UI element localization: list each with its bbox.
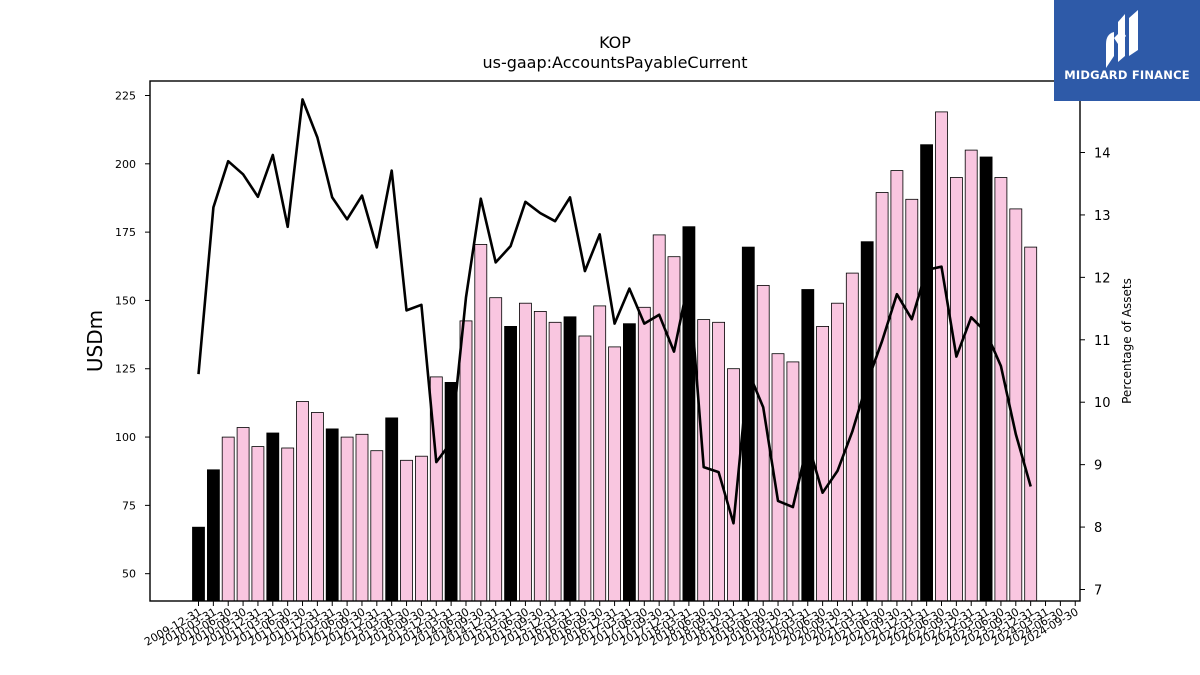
bar bbox=[533, 310, 547, 602]
bar bbox=[860, 241, 874, 602]
bar bbox=[325, 428, 339, 602]
y2-tick-label: 10 bbox=[1094, 396, 1111, 411]
bar bbox=[370, 450, 384, 602]
bar bbox=[920, 144, 933, 602]
y2-tick-label: 11 bbox=[1094, 334, 1111, 349]
y2-tick-label: 13 bbox=[1094, 209, 1111, 224]
logo-mark-icon bbox=[1106, 10, 1138, 68]
bar bbox=[593, 305, 607, 602]
bar bbox=[905, 198, 919, 602]
bar bbox=[221, 436, 235, 602]
brand-logo: MIDGARD FINANCE bbox=[1054, 0, 1200, 101]
y-tick-label: 150 bbox=[115, 294, 136, 307]
bar bbox=[979, 156, 993, 602]
bar bbox=[935, 111, 948, 602]
bar bbox=[489, 297, 503, 602]
y2-tick-label: 7 bbox=[1094, 584, 1102, 599]
bar bbox=[712, 321, 725, 602]
bar bbox=[608, 346, 621, 602]
bar bbox=[504, 325, 518, 602]
bar bbox=[355, 433, 369, 602]
y-tick-label: 125 bbox=[115, 363, 136, 376]
bar bbox=[414, 455, 428, 602]
y-tick-label: 100 bbox=[115, 431, 136, 444]
y2-tick-label: 9 bbox=[1094, 459, 1102, 474]
y2-axis-label: Percentage of Assets bbox=[1120, 278, 1134, 404]
y2-tick-label: 8 bbox=[1094, 521, 1102, 536]
bar bbox=[652, 234, 666, 602]
bar bbox=[236, 427, 250, 602]
bar bbox=[385, 417, 399, 602]
bar bbox=[756, 284, 770, 602]
bar bbox=[816, 325, 829, 602]
bar bbox=[296, 401, 309, 602]
bar bbox=[964, 149, 978, 602]
bar bbox=[890, 170, 904, 602]
chart-subtitle: us-gaap:AccountsPayableCurrent bbox=[482, 53, 747, 72]
y-tick-label: 75 bbox=[122, 499, 136, 512]
bar bbox=[340, 436, 354, 602]
bar bbox=[950, 177, 963, 602]
bar bbox=[400, 459, 413, 602]
chart-title: KOP bbox=[599, 33, 631, 52]
bar bbox=[1009, 208, 1023, 602]
bar bbox=[831, 302, 844, 602]
bar bbox=[251, 446, 265, 602]
y-tick-label: 175 bbox=[115, 226, 136, 239]
bar bbox=[206, 469, 220, 602]
series-line bbox=[197, 98, 1032, 525]
bar bbox=[623, 323, 636, 602]
bar bbox=[875, 192, 889, 602]
bar bbox=[563, 316, 577, 602]
bar bbox=[474, 243, 488, 602]
bar bbox=[281, 447, 295, 602]
bar bbox=[519, 302, 532, 602]
y-tick-label: 50 bbox=[122, 568, 136, 581]
bar bbox=[786, 361, 800, 602]
bar bbox=[578, 335, 592, 602]
bar bbox=[459, 320, 473, 602]
logo-text: MIDGARD FINANCE bbox=[1064, 68, 1190, 82]
y-axis-label: USDm bbox=[83, 310, 107, 372]
y2-tick-label: 14 bbox=[1094, 147, 1111, 162]
y-tick-label: 225 bbox=[115, 90, 136, 103]
bar bbox=[845, 272, 859, 602]
y2-tick-label: 12 bbox=[1094, 271, 1111, 286]
bar bbox=[1024, 246, 1038, 602]
y-tick-label: 200 bbox=[115, 158, 136, 171]
bar bbox=[266, 432, 280, 602]
bar bbox=[310, 412, 324, 602]
bar bbox=[637, 306, 651, 602]
bar bbox=[667, 256, 681, 602]
bar bbox=[548, 321, 562, 602]
bar bbox=[444, 381, 458, 602]
bar bbox=[192, 526, 205, 602]
